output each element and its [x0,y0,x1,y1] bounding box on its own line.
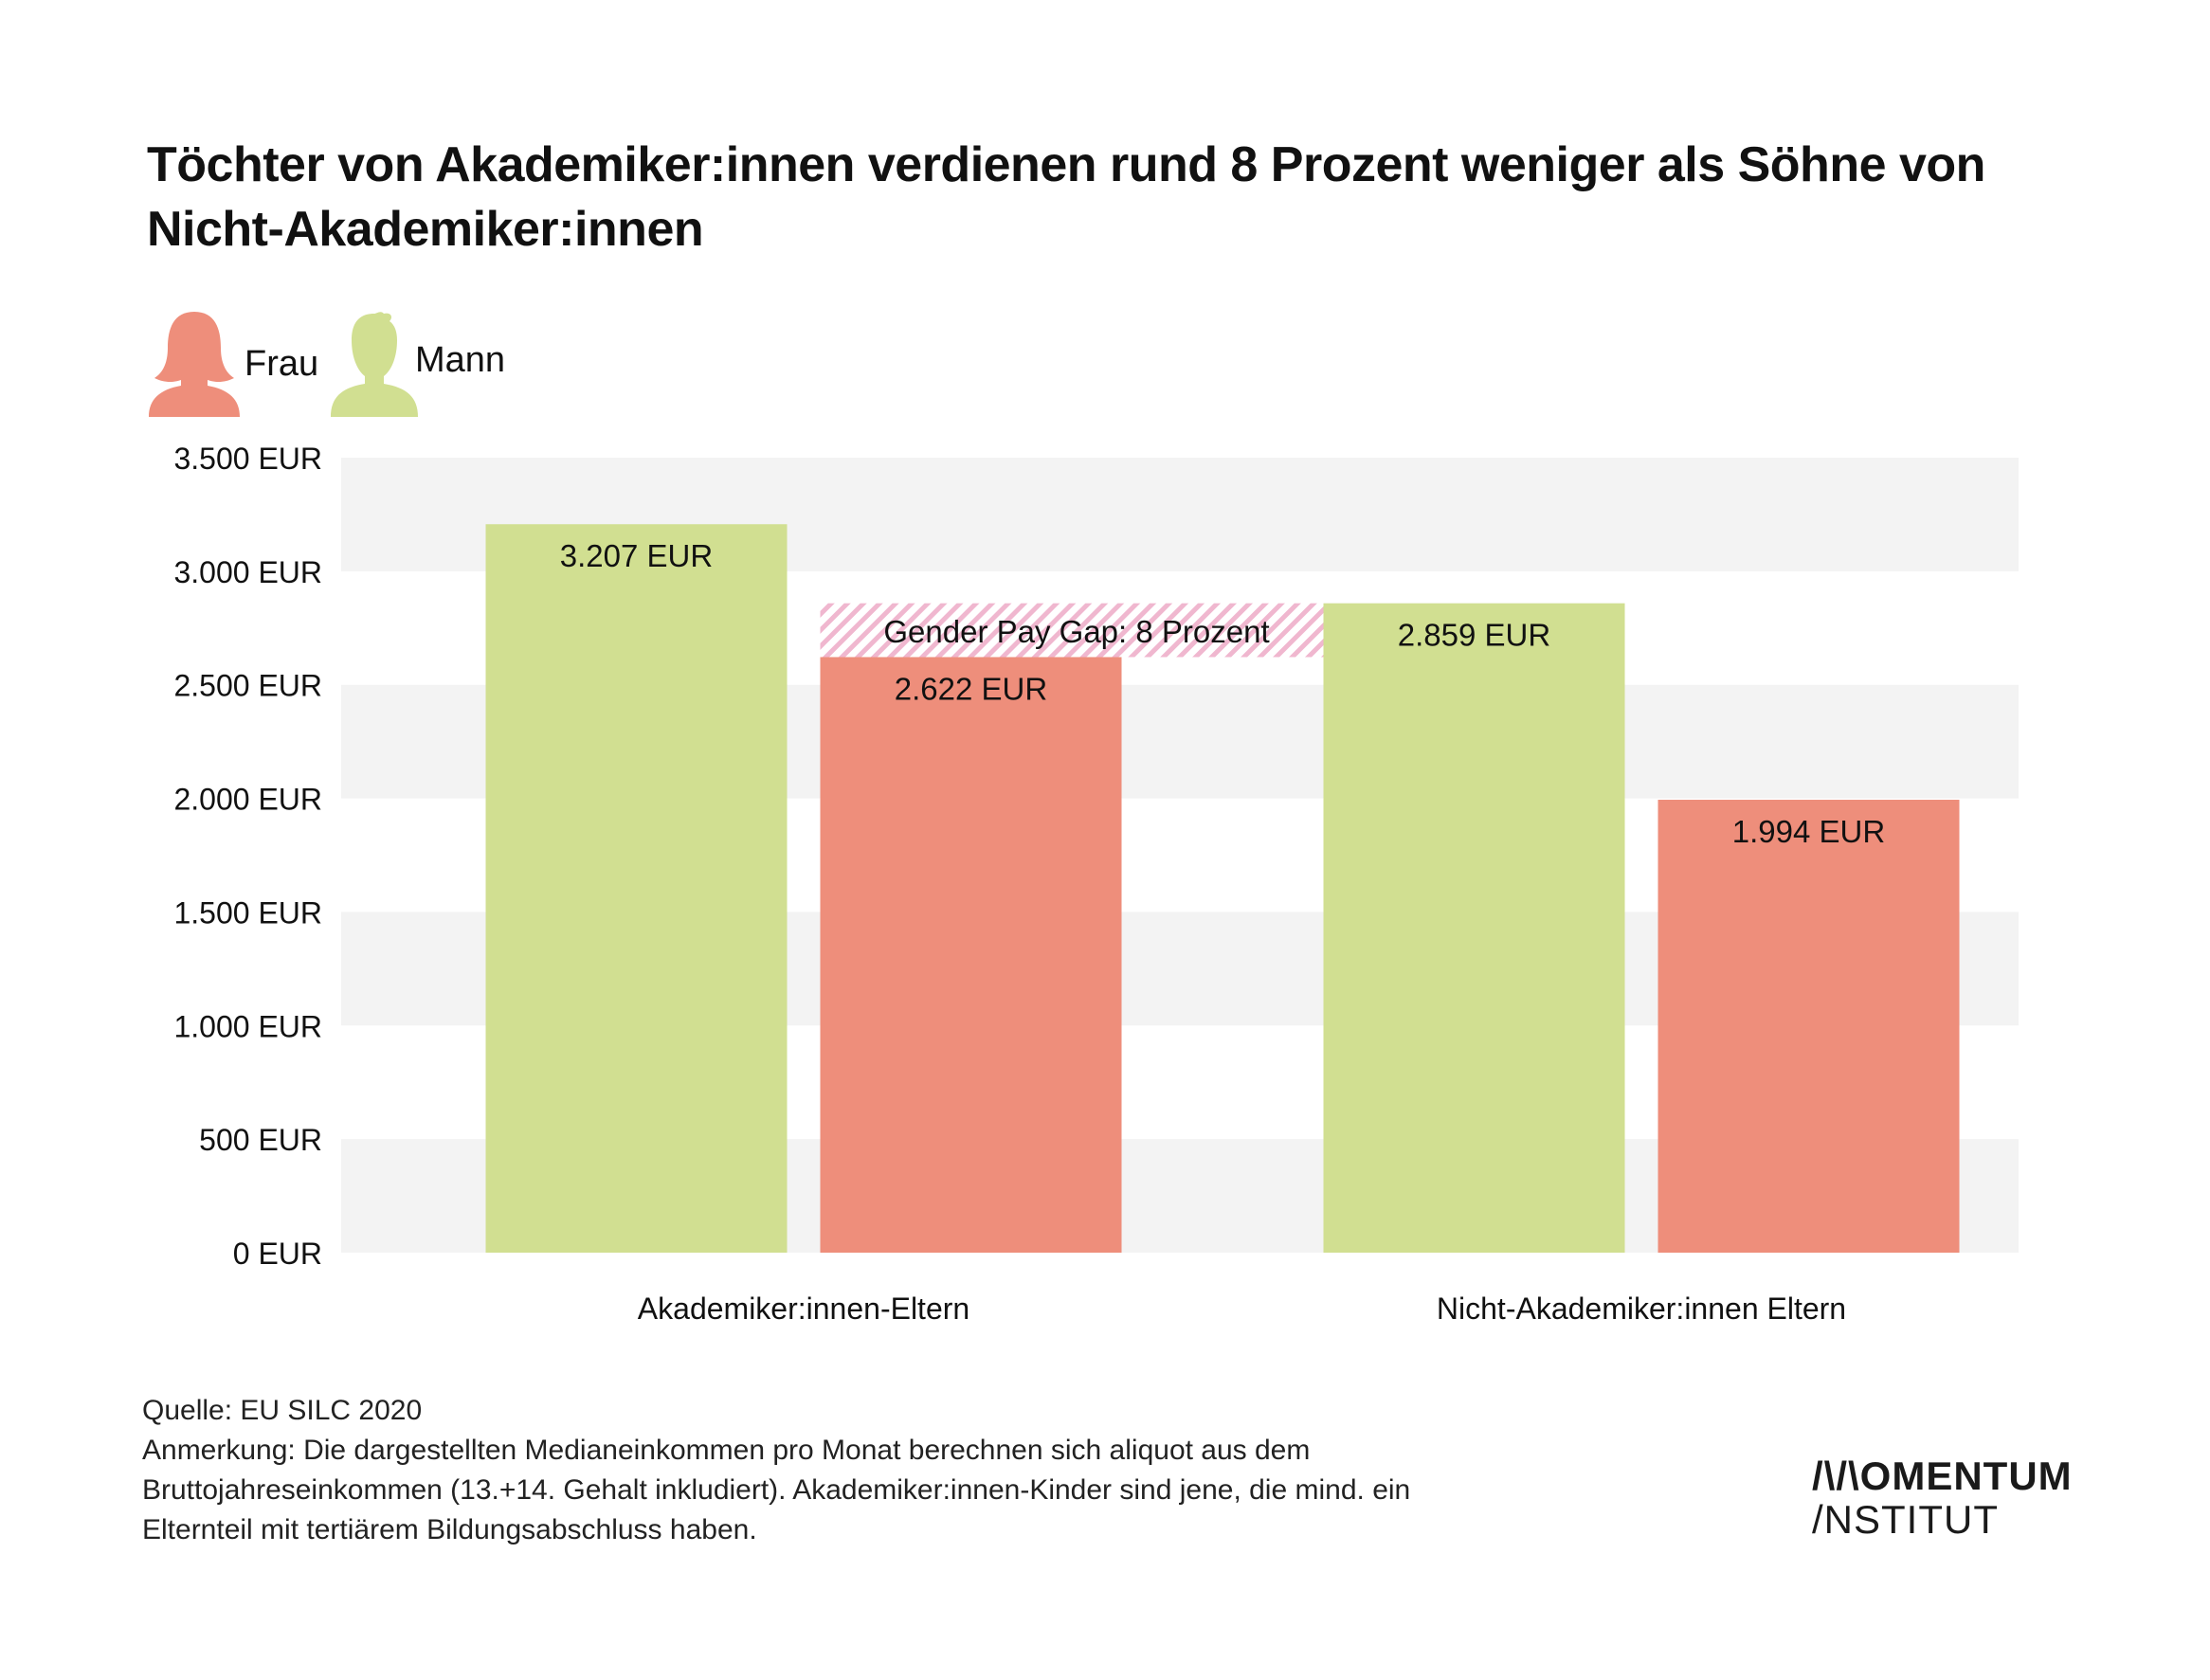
y-tick-label: 3.500 EUR [173,442,322,476]
bar-frau-2 [1658,800,1960,1253]
y-tick-label: 2.000 EUR [173,783,322,817]
bar-frau-1 [820,657,1122,1253]
y-tick-label: 500 EUR [199,1123,322,1157]
woman-icon [149,312,240,417]
y-tick-label: 0 EUR [233,1237,322,1271]
bar-mann-1 [485,524,788,1253]
logo-line-1: /\/\OMENTUM [1812,1454,2073,1498]
remark-line-1: Anmerkung: Die dargestellten Medianeinko… [142,1435,1311,1466]
notes: Quelle: EU SILC 2020 Anmerkung: Die darg… [142,1391,1516,1550]
man-icon [331,312,418,417]
momentum-logo: /\/\OMENTUM /NSTITUT [1812,1454,2073,1542]
y-tick-label: 3.000 EUR [173,555,322,589]
legend-item-frau: Frau [147,308,318,422]
logo-line-2: /NSTITUT [1812,1497,1999,1542]
source-note: Quelle: EU SILC 2020 [142,1395,423,1426]
y-tick-label: 1.000 EUR [173,1009,322,1043]
data-label: 3.207 EUR [560,538,713,573]
data-label: 1.994 EUR [1732,814,1885,849]
legend-label-mann: Mann [415,340,506,380]
remark-line-3: Elternteil mit tertiärem Bildungsabschlu… [142,1514,757,1545]
data-label: 2.622 EUR [895,671,1047,706]
remark-line-2: Bruttojahreseinkommen (13.+14. Gehalt in… [142,1474,1411,1506]
y-tick-label: 2.500 EUR [173,669,322,703]
bar-mann-2 [1323,603,1625,1253]
pay-gap-band [820,603,1324,658]
pay-gap-label: Gender Pay Gap: 8 Prozent [883,614,1269,649]
legend-item-mann: Mann [327,308,505,422]
chart-title: Töchter von Akademiker:innen verdienen r… [147,137,1985,257]
data-label: 2.859 EUR [1398,618,1550,653]
category-label: Nicht-Akademiker:innen Eltern [1437,1292,1846,1326]
category-label: Akademiker:innen-Eltern [638,1292,969,1326]
y-tick-label: 1.500 EUR [173,895,322,930]
legend-label-frau: Frau [245,344,319,384]
